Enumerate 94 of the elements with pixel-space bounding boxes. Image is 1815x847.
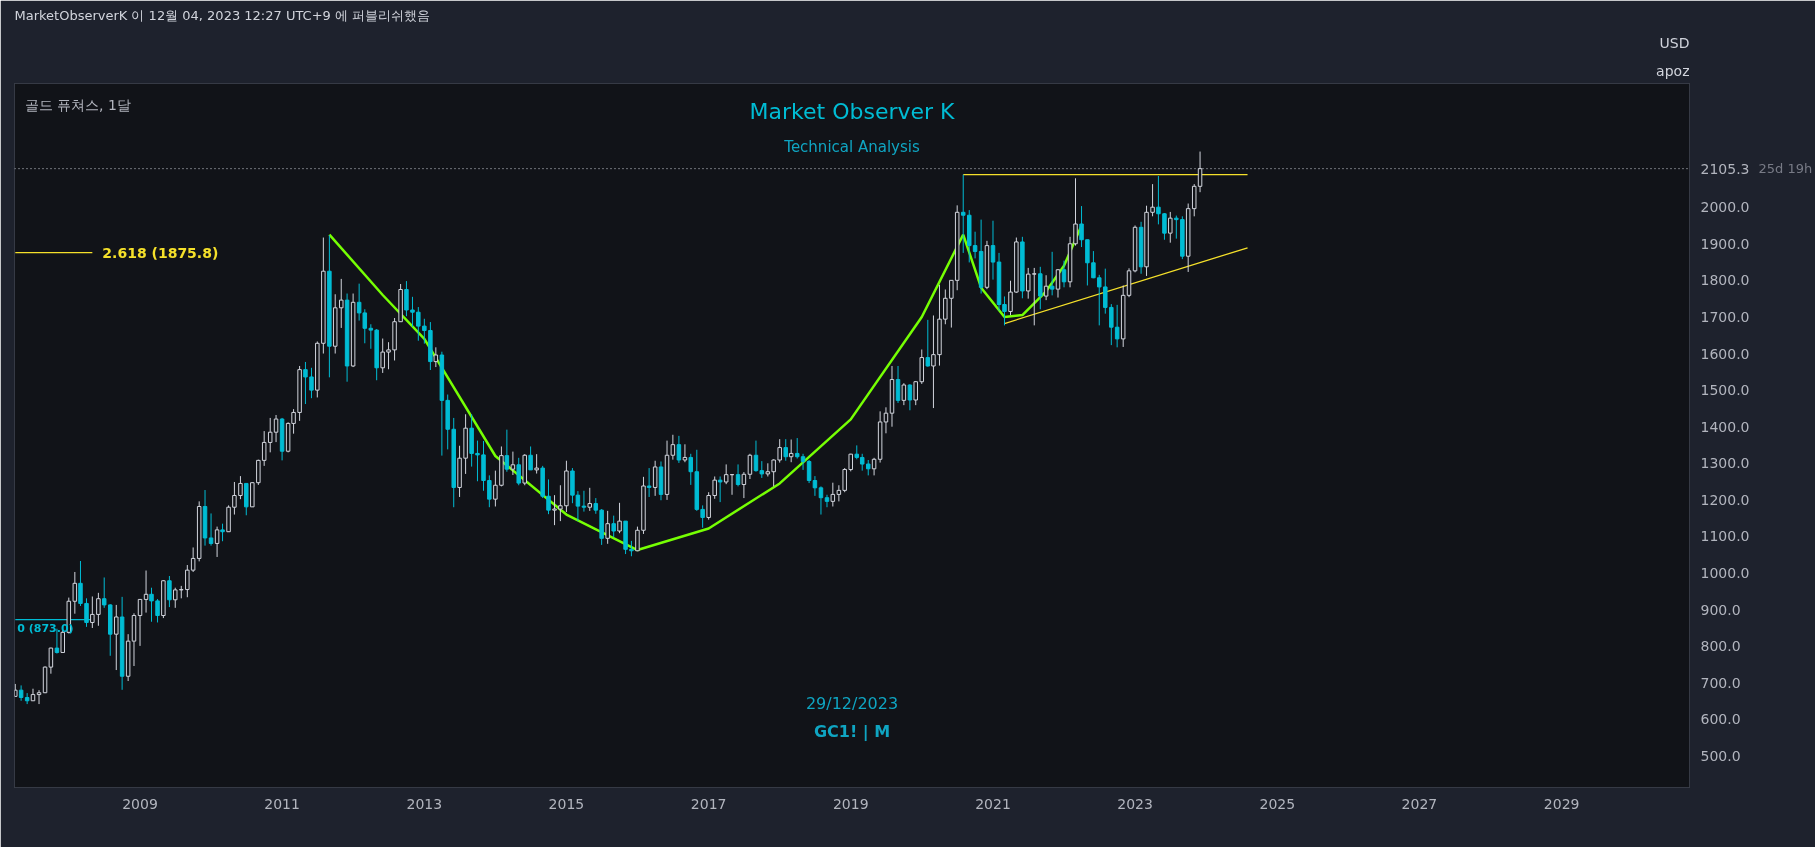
candlestick: [208, 512, 214, 547]
y-tick-label: 1200.0: [1700, 491, 1750, 508]
y-tick-label: 1900.0: [1700, 235, 1750, 252]
candlestick: [990, 220, 996, 281]
x-tick-label: 2011: [264, 795, 300, 812]
candlestick: [1061, 260, 1067, 288]
candlestick: [36, 689, 42, 705]
series-label: 2.618 (1875.8): [102, 244, 219, 261]
x-tick-label: 2029: [1543, 795, 1580, 812]
candlestick: [646, 467, 652, 498]
candlestick: [605, 510, 610, 545]
annotation: 골드 퓨쳐스, 1달: [24, 96, 131, 113]
y-tick-label: 1000.0: [1700, 565, 1750, 582]
text: USD: [1659, 34, 1690, 51]
candlestick: [244, 482, 249, 516]
text: Market Observer K: [749, 99, 956, 125]
candlestick: [587, 487, 593, 512]
candlestick: [818, 485, 824, 516]
candlestick: [741, 471, 747, 499]
candlestick: [895, 365, 901, 404]
candlestick: [611, 515, 616, 538]
y-tick-label: 1700.0: [1700, 308, 1750, 325]
candlestick: [149, 587, 154, 623]
x-tick-label: 2009: [122, 795, 158, 812]
y-tick-label: 1400.0: [1700, 418, 1750, 435]
candlestick: [688, 453, 694, 486]
candlestick: [1114, 304, 1120, 348]
candlestick: [676, 435, 682, 464]
candlestick: [806, 459, 812, 484]
candlestick: [167, 575, 172, 608]
candlestick: [214, 526, 220, 558]
candlestick: [652, 460, 658, 497]
candlestick: [114, 604, 119, 671]
candlestick: [907, 383, 913, 411]
candlestick: [670, 434, 676, 461]
candlestick: [723, 463, 729, 485]
x-tick-label: 2021: [975, 795, 1011, 812]
x-tick-label: 2025: [1259, 795, 1296, 812]
x-tick-label: 2015: [548, 795, 585, 812]
candlestick: [516, 457, 521, 486]
candlestick: [303, 361, 308, 405]
candlestick: [1038, 266, 1043, 310]
candlestick: [404, 280, 409, 317]
candlestick: [682, 443, 688, 463]
x-tick-label: 2027: [1401, 795, 1438, 812]
candlestick: [72, 571, 78, 615]
candlestick: [1043, 274, 1049, 301]
y-tick-label: 600.0: [1700, 711, 1741, 728]
candlestick: [433, 346, 439, 368]
x-tick-label: 2019: [832, 795, 869, 812]
text: MarketObserverK 이 12월 04, 2023 12:27 UTC+9 에 퍼블리쉬했음: [14, 7, 431, 23]
candlestick: [528, 445, 533, 471]
candlestick: [617, 502, 622, 534]
candlestick: [830, 482, 836, 507]
candlestick: [155, 598, 160, 623]
y-tick-label: 1300.0: [1700, 455, 1750, 472]
y-tick-label: 500.0: [1700, 748, 1741, 765]
y-tick-label: 2000.0: [1700, 199, 1750, 216]
y-tick-label: 1100.0: [1700, 528, 1750, 545]
y-tick-label: 800.0: [1700, 638, 1741, 655]
text: 25d 19h: [1758, 161, 1813, 177]
candlestick: [24, 692, 30, 705]
x-tick-label: 2023: [1117, 795, 1153, 812]
candlestick: [1055, 268, 1061, 299]
y-tick-label: 1800.0: [1700, 272, 1750, 289]
candlestick: [735, 463, 741, 487]
candlestick: [901, 382, 907, 406]
candlestick: [747, 453, 753, 480]
candlestick: [783, 438, 788, 462]
candlestick: [717, 475, 723, 503]
x-tick-label: 2017: [690, 795, 727, 812]
y-tick-label: 900.0: [1700, 601, 1741, 618]
annotation: GC1! | M: [813, 721, 891, 742]
candlestick: [581, 490, 587, 513]
y-tick-label: 1500.0: [1700, 382, 1750, 399]
x-tick-label: 2013: [406, 795, 443, 812]
text: apoz: [1656, 62, 1690, 79]
annotation: 29/12/2023: [805, 693, 899, 713]
candlestick: [534, 453, 539, 475]
candlestick: [925, 319, 931, 368]
candlestick: [339, 278, 344, 329]
candlestick: [1049, 251, 1055, 296]
y-tick-label: 1600.0: [1700, 345, 1750, 362]
candlestick: [309, 367, 314, 399]
candlestick: [960, 174, 966, 254]
y-tick-label: 700.0: [1700, 674, 1741, 691]
ref-line-label: 2105.3: [1700, 160, 1750, 177]
candlestick: [1168, 211, 1173, 244]
candlestick: [18, 684, 24, 702]
candlestick: [510, 451, 516, 476]
candlestick: [504, 429, 510, 473]
candlestick: [788, 439, 794, 463]
text: Technical Analysis: [783, 137, 920, 156]
candlestick: [824, 494, 830, 508]
